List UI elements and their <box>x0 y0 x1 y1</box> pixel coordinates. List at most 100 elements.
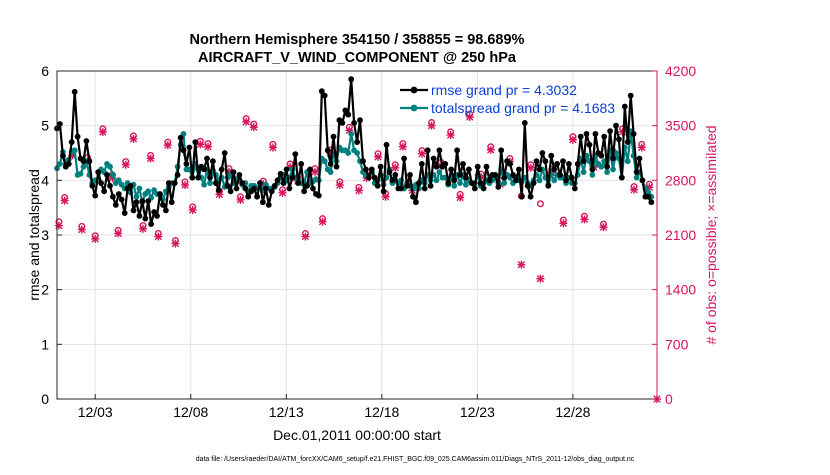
rmse-point <box>516 166 522 173</box>
rmse-point <box>268 188 275 195</box>
rmse-point <box>245 193 252 200</box>
spread-point <box>436 169 443 176</box>
rmse-point <box>251 185 257 192</box>
rmse-point <box>404 182 410 189</box>
legend: rmse grand pr = 4.3032 totalspread grand… <box>400 82 615 116</box>
rmse-point <box>215 187 222 194</box>
rmse-point <box>589 166 596 173</box>
legend-spread-label: totalspread grand pr = 4.1683 <box>431 100 615 116</box>
obs-assimilated-marker <box>129 134 138 143</box>
spread-point <box>80 163 87 170</box>
y-tick-label-right: 2100 <box>665 227 696 243</box>
obs-assimilated-marker <box>536 274 545 283</box>
rmse-point <box>445 180 452 187</box>
rmse-point <box>221 150 228 156</box>
x-tick-label: 12/03 <box>78 404 113 420</box>
rmse-point <box>348 76 355 83</box>
rmse-point <box>174 172 181 178</box>
spread-point <box>327 169 334 176</box>
obs-assimilated-marker <box>236 195 245 204</box>
rmse-point <box>386 169 393 176</box>
rmse-point <box>86 158 93 165</box>
rmse-point <box>107 182 113 189</box>
rmse-point <box>645 193 652 200</box>
rmse-point <box>242 185 249 192</box>
rmse-point <box>189 174 196 181</box>
x-tick-label: 12/18 <box>364 404 399 420</box>
obs-assimilated-marker <box>60 196 69 205</box>
rmse-point <box>127 182 134 189</box>
data-file-footnote: data file: /Users/raeder/DAI/ATM_forcXX/… <box>196 456 635 463</box>
rmse-point <box>630 131 637 137</box>
rmse-point <box>586 141 593 148</box>
rmse-point <box>339 120 346 126</box>
spread-point <box>201 181 208 188</box>
rmse-point <box>148 221 155 228</box>
rmse-point <box>554 161 560 167</box>
obs-assimilated-marker <box>381 192 390 201</box>
rmse-point <box>536 166 543 173</box>
rmse-point <box>98 180 104 187</box>
rmse-point <box>430 155 437 162</box>
obs-assimilated-marker <box>446 131 455 140</box>
rmse-point <box>442 161 449 167</box>
obs-assimilated-marker <box>391 163 400 172</box>
obs-assimilated-marker <box>335 181 344 190</box>
rmse-point <box>60 152 66 159</box>
y-tick-label-left: 4 <box>41 172 49 188</box>
rmse-point <box>180 147 187 154</box>
rmse-point <box>145 198 152 205</box>
rmse-point <box>265 202 272 208</box>
rmse-point <box>377 163 384 170</box>
rmse-point <box>551 166 558 173</box>
rmse-point <box>230 169 237 176</box>
rmse-point <box>333 163 340 170</box>
obs-assimilated-marker <box>268 143 277 152</box>
rmse-point <box>318 88 325 95</box>
obs-assimilated-marker <box>163 141 172 150</box>
y-axis-label-left: rmse and totalspread <box>26 169 42 301</box>
rmse-point <box>65 161 72 167</box>
rmse-point <box>571 185 578 192</box>
rmse-point <box>139 198 146 205</box>
obs-assimilated-marker <box>354 186 363 195</box>
rmse-point <box>157 191 163 197</box>
rmse-point <box>118 196 125 203</box>
rmse-point <box>80 158 87 165</box>
rmse-point <box>192 139 199 146</box>
spread-point <box>610 166 616 173</box>
rmse-point <box>136 213 143 219</box>
rmse-point <box>183 161 190 167</box>
rmse-point <box>263 185 269 192</box>
rmse-point <box>315 192 322 199</box>
rmse-point <box>601 133 608 140</box>
rmse-point <box>351 120 357 126</box>
x-tick-label: 12/28 <box>555 404 590 420</box>
rmse-point <box>498 147 505 154</box>
rmse-point <box>274 177 281 184</box>
obs-assimilated-marker <box>181 181 190 190</box>
rmse-point <box>413 199 419 206</box>
obs-assimilated-marker <box>630 185 639 194</box>
rmse-point <box>633 169 640 176</box>
obs-assimilated-marker <box>318 217 327 226</box>
y-tick-label-left: 6 <box>41 63 49 79</box>
rmse-point <box>480 185 487 192</box>
rmse-point <box>580 158 587 165</box>
rmse-point <box>115 191 122 197</box>
rmse-point <box>298 161 305 167</box>
rmse-point <box>621 103 628 110</box>
obs-assimilated-marker <box>146 154 155 163</box>
rmse-point <box>260 199 266 206</box>
rmse-point <box>566 161 572 167</box>
spread-point <box>77 170 84 177</box>
obs-assimilated-marker <box>203 142 212 151</box>
rmse-point <box>112 202 119 208</box>
rmse-point <box>286 185 293 192</box>
rmse-point <box>89 182 96 189</box>
rmse-point <box>177 134 184 141</box>
spread-point <box>463 181 469 188</box>
obs-assimilated-marker <box>456 193 465 202</box>
rmse-point <box>539 150 546 156</box>
